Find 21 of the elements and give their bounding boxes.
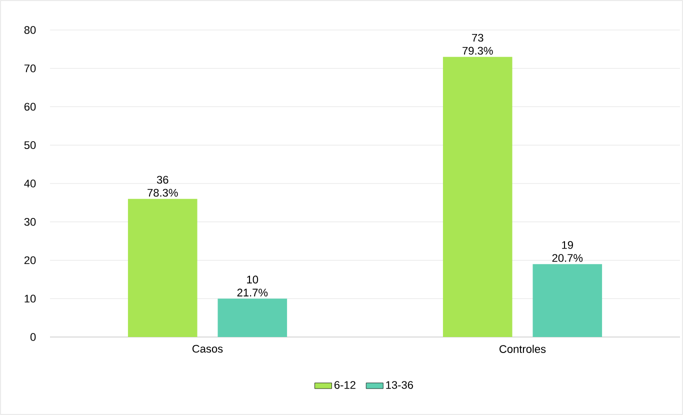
y-tick-label: 0 [30, 333, 36, 341]
x-tick-label: Casos [192, 344, 223, 353]
legend-label: 6-12 [334, 381, 356, 389]
bar [442, 56, 512, 337]
y-tick-label: 10 [24, 294, 36, 303]
data-label: 36 78.3% [148, 176, 178, 197]
y-tick-label: 50 [24, 141, 36, 150]
x-tick-label: Controles [500, 344, 546, 353]
legend-label: 13-36 [386, 381, 413, 389]
y-tick-label: 60 [24, 102, 36, 111]
y-tick-label: 70 [24, 64, 36, 72]
bar [532, 264, 602, 337]
y-tick-label: 80 [24, 26, 36, 34]
y-tick-label: 20 [24, 256, 36, 264]
bar [218, 298, 288, 337]
data-label: 19 20.7% [552, 241, 583, 262]
bar [128, 198, 198, 337]
data-label: 73 79.3% [462, 34, 493, 55]
data-label: 10 21.7% [237, 276, 268, 296]
y-tick-label: 40 [24, 180, 36, 188]
y-tick-label: 30 [24, 218, 36, 226]
